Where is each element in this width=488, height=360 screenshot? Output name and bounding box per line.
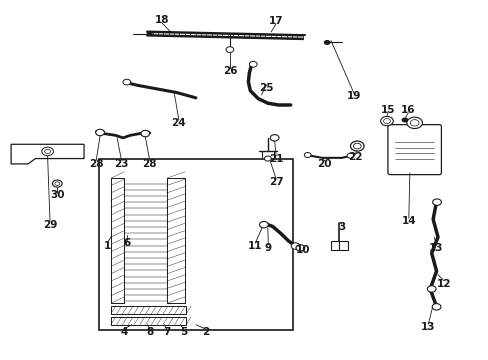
Text: 15: 15 — [380, 105, 394, 115]
Circle shape — [304, 153, 310, 157]
Text: 11: 11 — [247, 241, 262, 251]
Circle shape — [409, 120, 418, 126]
Bar — [111, 317, 186, 325]
Bar — [111, 178, 124, 303]
Text: 27: 27 — [268, 177, 283, 187]
Circle shape — [380, 116, 392, 126]
Text: 6: 6 — [123, 238, 130, 248]
Text: 24: 24 — [171, 118, 186, 128]
Bar — [330, 241, 347, 249]
Text: 28: 28 — [89, 159, 103, 169]
Text: 4: 4 — [121, 327, 128, 337]
Circle shape — [346, 153, 353, 158]
Bar — [111, 306, 186, 314]
Polygon shape — [11, 144, 84, 164]
Text: 17: 17 — [268, 16, 283, 26]
FancyBboxPatch shape — [387, 125, 441, 175]
Text: 7: 7 — [163, 327, 170, 337]
Text: 2: 2 — [202, 327, 209, 337]
Text: 13: 13 — [428, 243, 443, 253]
Circle shape — [146, 31, 152, 36]
Text: 18: 18 — [154, 15, 169, 25]
Circle shape — [270, 135, 279, 141]
Circle shape — [431, 303, 440, 310]
Text: 28: 28 — [142, 159, 157, 169]
Text: 3: 3 — [337, 222, 345, 232]
Circle shape — [141, 130, 149, 137]
Circle shape — [259, 221, 268, 228]
Circle shape — [295, 245, 304, 251]
Circle shape — [225, 47, 233, 53]
Circle shape — [432, 199, 441, 205]
Text: 22: 22 — [347, 153, 362, 162]
Circle shape — [52, 180, 62, 187]
Text: 5: 5 — [180, 327, 187, 337]
Bar — [166, 178, 185, 303]
Text: 20: 20 — [317, 159, 331, 169]
Circle shape — [323, 40, 330, 45]
Bar — [99, 158, 292, 330]
Text: 13: 13 — [420, 322, 435, 332]
Text: 16: 16 — [400, 105, 415, 115]
Text: 26: 26 — [222, 66, 237, 76]
Circle shape — [122, 79, 130, 85]
Circle shape — [44, 149, 50, 154]
Text: 21: 21 — [268, 154, 283, 163]
Text: 8: 8 — [146, 327, 153, 337]
Text: 9: 9 — [264, 243, 271, 253]
Text: 12: 12 — [436, 279, 450, 289]
Text: 1: 1 — [103, 241, 111, 251]
Circle shape — [264, 156, 271, 161]
Circle shape — [290, 243, 299, 249]
Circle shape — [401, 117, 407, 122]
Text: 19: 19 — [346, 91, 360, 101]
Text: 23: 23 — [114, 159, 128, 169]
Text: 25: 25 — [259, 83, 273, 93]
Text: 29: 29 — [43, 220, 57, 230]
Circle shape — [427, 286, 435, 292]
Circle shape — [41, 147, 53, 156]
Text: 14: 14 — [401, 216, 415, 226]
Text: 10: 10 — [295, 245, 309, 255]
Circle shape — [350, 141, 364, 151]
Text: 30: 30 — [50, 190, 64, 201]
Circle shape — [96, 129, 104, 136]
Circle shape — [55, 182, 60, 185]
Circle shape — [406, 117, 422, 129]
Circle shape — [249, 62, 257, 67]
Circle shape — [383, 118, 389, 123]
Circle shape — [353, 143, 361, 149]
